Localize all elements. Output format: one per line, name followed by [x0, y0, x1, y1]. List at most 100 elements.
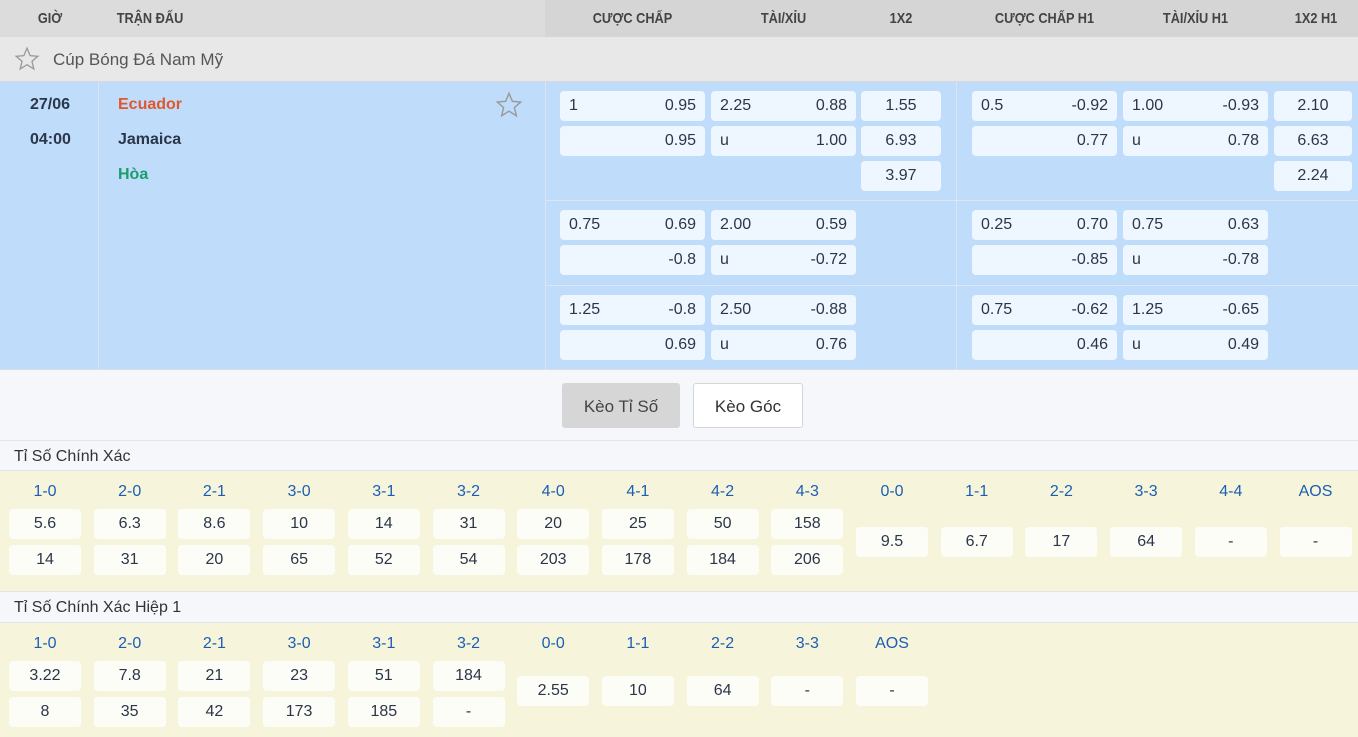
score-odds-home[interactable]: 3.22 — [9, 661, 81, 691]
score-odds-home[interactable]: 6.3 — [93, 509, 166, 539]
score-odds-away[interactable]: 52 — [347, 545, 420, 575]
score-odds-home[interactable]: 10 — [263, 509, 336, 539]
score-label: 2-2 — [1049, 483, 1073, 500]
score-odds-away[interactable]: 173 — [263, 697, 336, 727]
1x2-odds[interactable]: 1.55 — [861, 91, 941, 121]
score-odds[interactable]: 17 — [1025, 527, 1098, 557]
handicap-line: 0.25 — [981, 216, 1013, 233]
score-odds[interactable]: 64 — [1110, 527, 1183, 557]
score-odds-away[interactable]: 203 — [517, 545, 590, 575]
score-odds-away[interactable]: 8 — [9, 697, 81, 727]
under-odds[interactable]: u 1.00 — [711, 126, 856, 156]
score-odds-home[interactable]: 14 — [347, 509, 420, 539]
handicap-away-odds[interactable]: -0.8 — [560, 245, 705, 275]
handicap-away-odds[interactable]: 0.46 — [972, 330, 1117, 360]
handicap-home-odds[interactable]: 1 0.95 — [560, 91, 705, 121]
odds-value: -0.65 — [1222, 301, 1259, 318]
over-odds[interactable]: 2.50 -0.88 — [711, 295, 856, 325]
score-odds-away[interactable]: 42 — [178, 697, 251, 727]
score-odds[interactable]: - — [1279, 527, 1352, 557]
handicap-home-odds[interactable]: 0.75 -0.62 — [972, 295, 1117, 325]
1x2-odds[interactable]: 3.97 — [861, 161, 941, 191]
divider — [98, 82, 99, 370]
score-odds[interactable]: 64 — [686, 676, 759, 706]
handicap-away-odds[interactable]: -0.85 — [972, 245, 1117, 275]
score-odds-away[interactable]: 184 — [686, 545, 759, 575]
handicap-away-odds[interactable]: 0.77 — [972, 126, 1117, 156]
score-odds[interactable]: - — [856, 676, 928, 706]
score-odds-home[interactable]: 21 — [178, 661, 251, 691]
score-label: 4-3 — [795, 483, 819, 500]
score-odds-away[interactable]: 65 — [263, 545, 336, 575]
score-odds-away[interactable]: 54 — [432, 545, 505, 575]
odds-value: 0.70 — [1076, 216, 1108, 233]
score-odds-home[interactable]: 184 — [432, 661, 505, 691]
handicap-home-odds[interactable]: 1.25 -0.8 — [560, 295, 705, 325]
score-odds[interactable]: - — [1194, 527, 1267, 557]
score-odds-home[interactable]: 8.6 — [178, 509, 251, 539]
odds-value: 0.49 — [1227, 336, 1259, 353]
score-odds-away[interactable]: 185 — [347, 697, 420, 727]
over-odds[interactable]: 2.00 0.59 — [711, 210, 856, 240]
over-odds[interactable]: 2.25 0.88 — [711, 91, 856, 121]
under-odds[interactable]: u -0.78 — [1123, 245, 1268, 275]
under-odds[interactable]: u 0.78 — [1123, 126, 1268, 156]
handicap-line: 1.25 — [569, 301, 601, 318]
tab-correct-score[interactable]: Kèo Tỉ Số — [562, 383, 680, 428]
odds-value: 1.00 — [815, 132, 847, 149]
score-odds-home[interactable]: 5.6 — [9, 509, 81, 539]
score-label: 1-0 — [33, 483, 57, 500]
score-odds[interactable]: 6.7 — [940, 527, 1013, 557]
score-odds-away[interactable]: 20 — [178, 545, 251, 575]
handicap-away-odds[interactable]: 0.95 — [560, 126, 705, 156]
favorite-star-icon[interactable] — [494, 91, 524, 119]
score-odds[interactable]: - — [771, 676, 844, 706]
score-odds-away[interactable]: 31 — [93, 545, 166, 575]
over-odds[interactable]: 1.25 -0.65 — [1123, 295, 1268, 325]
under-odds[interactable]: u -0.72 — [711, 245, 856, 275]
under-label: u — [1132, 336, 1141, 353]
score-odds-home[interactable]: 7.8 — [93, 661, 166, 691]
score-odds-away[interactable]: 206 — [771, 545, 844, 575]
tab-corners[interactable]: Kèo Góc — [693, 383, 803, 428]
score-odds-home[interactable]: 50 — [686, 509, 759, 539]
odds-value: 0.69 — [664, 336, 696, 353]
star-outline-icon[interactable] — [13, 46, 41, 72]
score-odds-away[interactable]: 178 — [601, 545, 674, 575]
under-odds[interactable]: u 0.49 — [1123, 330, 1268, 360]
score-odds-home[interactable]: 31 — [432, 509, 505, 539]
score-odds-home[interactable]: 51 — [347, 661, 420, 691]
score-label: 0-0 — [880, 483, 904, 500]
handicap-home-odds[interactable]: 0.5 -0.92 — [972, 91, 1117, 121]
1x2-odds[interactable]: 6.93 — [861, 126, 941, 156]
score-odds-home[interactable]: 158 — [771, 509, 844, 539]
match-date: 27/06 — [30, 96, 71, 113]
over-odds[interactable]: 1.00 -0.93 — [1123, 91, 1268, 121]
over-odds[interactable]: 0.75 0.63 — [1123, 210, 1268, 240]
score-odds-away[interactable]: - — [432, 697, 505, 727]
score-label: 1-1 — [965, 483, 989, 500]
away-team[interactable]: Jamaica — [118, 131, 182, 148]
score-odds-home[interactable]: 20 — [517, 509, 590, 539]
home-team[interactable]: Ecuador — [118, 96, 183, 113]
score-odds-home[interactable]: 25 — [601, 509, 674, 539]
total-line: 1.00 — [1132, 97, 1164, 114]
1x2-odds[interactable]: 2.10 — [1274, 91, 1352, 121]
odds-value: -0.62 — [1071, 301, 1108, 318]
score-odds-home[interactable]: 23 — [263, 661, 336, 691]
handicap-home-odds[interactable]: 0.75 0.69 — [560, 210, 705, 240]
score-odds[interactable]: 10 — [601, 676, 674, 706]
score-odds[interactable]: 2.55 — [517, 676, 590, 706]
odds-value: 0.46 — [1076, 336, 1108, 353]
total-line: 2.50 — [720, 301, 752, 318]
score-label: 3-0 — [287, 483, 311, 500]
handicap-line: 0.75 — [569, 216, 601, 233]
score-odds-away[interactable]: 35 — [93, 697, 166, 727]
handicap-away-odds[interactable]: 0.69 — [560, 330, 705, 360]
1x2-odds[interactable]: 6.63 — [1274, 126, 1352, 156]
under-odds[interactable]: u 0.76 — [711, 330, 856, 360]
1x2-odds[interactable]: 2.24 — [1274, 161, 1352, 191]
score-odds-away[interactable]: 14 — [9, 545, 81, 575]
handicap-home-odds[interactable]: 0.25 0.70 — [972, 210, 1117, 240]
score-odds[interactable]: 9.5 — [856, 527, 928, 557]
